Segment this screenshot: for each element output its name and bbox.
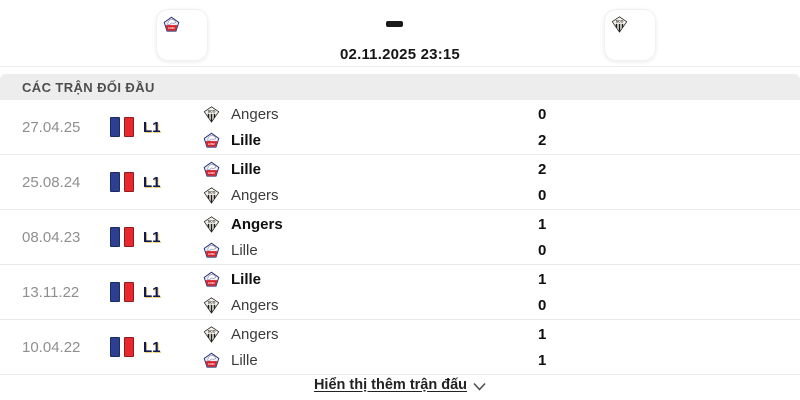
kickoff-datetime: 02.11.2025 23:15: [340, 46, 460, 63]
footer: Hiển thị thêm trận đấu: [0, 370, 800, 400]
team-line: SCO Angers 0: [203, 182, 763, 208]
svg-text:LOSC: LOSC: [208, 251, 215, 255]
section-header: CÁC TRẬN ĐỐI ĐẦU: [0, 74, 800, 100]
svg-text:SCO: SCO: [208, 190, 216, 194]
match-row[interactable]: 25.08.24 L1 LOSC Lille 2 SCO Angers 0: [0, 155, 800, 210]
team-score: 1: [538, 215, 547, 233]
svg-text:SCO: SCO: [208, 109, 216, 113]
angers-logo-icon: SCO: [203, 296, 220, 314]
svg-text:LOSC: LOSC: [208, 170, 215, 174]
team-line: LOSC Lille 1: [203, 347, 763, 373]
team-pair: LOSC Lille 2 SCO Angers 0: [203, 156, 763, 208]
match-date: 25.08.24: [22, 173, 81, 191]
home-team-card[interactable]: LOSC: [156, 9, 208, 61]
angers-logo-icon: SCO: [203, 186, 220, 204]
league-badge: L1: [110, 100, 161, 154]
team-name: Lille: [231, 351, 258, 369]
match-row[interactable]: 10.04.22 L1 SCO Angers 1 LOSC Lille 1: [0, 320, 800, 375]
team-score: 2: [538, 160, 547, 178]
team-score: 0: [538, 241, 547, 259]
svg-text:SCO: SCO: [208, 329, 216, 333]
lille-logo-icon: LOSC: [203, 271, 220, 288]
team-pair: SCO Angers 1 LOSC Lille 0: [203, 211, 763, 263]
france-flag-icon: [110, 117, 134, 137]
league-label: L1: [143, 118, 161, 136]
team-line: SCO Angers 1: [203, 321, 763, 347]
league-label: L1: [143, 338, 161, 356]
team-name: Lille: [231, 131, 262, 149]
france-flag-icon: [110, 172, 134, 192]
team-score: 1: [538, 270, 547, 288]
chevron-down-icon: [473, 382, 486, 391]
show-more-label: Hiển thị thêm trận đấu: [313, 377, 468, 393]
team-line: SCO Angers 0: [203, 292, 763, 318]
match-row[interactable]: 27.04.25 L1 SCO Angers 0 LOSC Lille 2: [0, 100, 800, 155]
match-date: 10.04.22: [22, 338, 81, 356]
team-pair: SCO Angers 0 LOSC Lille 2: [203, 101, 763, 153]
team-name: Angers: [231, 296, 279, 314]
team-score: 1: [538, 325, 547, 343]
match-row[interactable]: 13.11.22 L1 LOSC Lille 1 SCO Angers 0: [0, 265, 800, 320]
league-badge: L1: [110, 155, 161, 209]
match-list: 27.04.25 L1 SCO Angers 0 LOSC Lille 2 25…: [0, 100, 800, 375]
france-flag-icon: [110, 227, 134, 247]
match-row[interactable]: 08.04.23 L1 SCO Angers 1 LOSC Lille 0: [0, 210, 800, 265]
france-flag-icon: [110, 337, 134, 357]
section-title: CÁC TRẬN ĐỐI ĐẦU: [22, 79, 155, 95]
team-name: Angers: [231, 215, 283, 233]
team-score: 0: [538, 186, 547, 204]
angers-logo-icon: SCO: [203, 105, 220, 123]
svg-text:LOSC: LOSC: [208, 280, 215, 284]
team-name: Lille: [231, 241, 258, 259]
team-name: Lille: [231, 270, 262, 288]
show-more-button[interactable]: Hiển thị thêm trận đấu: [314, 377, 486, 393]
lille-logo-icon: LOSC: [203, 161, 220, 178]
league-badge: L1: [110, 265, 161, 319]
svg-text:SCO: SCO: [208, 300, 216, 304]
france-flag-icon: [110, 282, 134, 302]
lille-logo-icon: LOSC: [203, 352, 220, 369]
league-badge: L1: [110, 320, 161, 374]
vs-dash-icon: [386, 21, 403, 27]
svg-text:SCO: SCO: [616, 20, 624, 24]
team-pair: LOSC Lille 1 SCO Angers 0: [203, 266, 763, 318]
away-team-card[interactable]: SCO: [604, 9, 656, 61]
angers-logo-icon: SCO: [611, 16, 649, 54]
team-name: Angers: [231, 325, 279, 343]
svg-text:LOSC: LOSC: [208, 141, 215, 145]
team-line: LOSC Lille 0: [203, 237, 763, 263]
lille-logo-icon: LOSC: [203, 132, 220, 149]
team-line: LOSC Lille 2: [203, 127, 763, 153]
league-badge: L1: [110, 210, 161, 264]
team-score: 0: [538, 296, 547, 314]
team-score: 1: [538, 351, 547, 369]
league-label: L1: [143, 173, 161, 191]
top-divider: [0, 66, 800, 67]
angers-logo-icon: SCO: [203, 325, 220, 343]
svg-text:LOSC: LOSC: [168, 26, 175, 30]
team-score: 2: [538, 131, 547, 149]
lille-logo-icon: LOSC: [203, 242, 220, 259]
team-line: SCO Angers 0: [203, 101, 763, 127]
team-line: SCO Angers 1: [203, 211, 763, 237]
team-score: 0: [538, 105, 547, 123]
league-label: L1: [143, 283, 161, 301]
team-line: LOSC Lille 2: [203, 156, 763, 182]
svg-text:LOSC: LOSC: [208, 361, 215, 365]
lille-logo-icon: LOSC: [163, 16, 201, 54]
angers-logo-icon: SCO: [203, 215, 220, 233]
match-date: 27.04.25: [22, 118, 81, 136]
match-date: 13.11.22: [22, 283, 80, 301]
team-pair: SCO Angers 1 LOSC Lille 1: [203, 321, 763, 373]
team-name: Lille: [231, 160, 262, 178]
match-date: 08.04.23: [22, 228, 81, 246]
team-name: Angers: [231, 105, 279, 123]
league-label: L1: [143, 228, 161, 246]
team-line: LOSC Lille 1: [203, 266, 763, 292]
team-name: Angers: [231, 186, 279, 204]
svg-text:SCO: SCO: [208, 219, 216, 223]
